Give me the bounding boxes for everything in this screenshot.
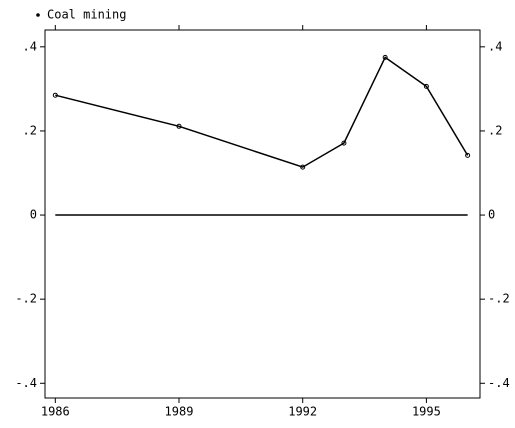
y-tick-label: -.4	[15, 376, 37, 390]
x-tick-label: 1995	[412, 405, 441, 419]
data-point	[52, 92, 58, 98]
x-tick-label: 1986	[41, 405, 70, 419]
data-point	[341, 140, 347, 146]
y2-tick-label: -.2	[488, 292, 510, 306]
legend-label: Coal mining	[47, 8, 126, 22]
y-tick-label: .4	[23, 39, 37, 53]
plot-frame	[44, 29, 481, 399]
data-point	[176, 123, 182, 129]
x-tick-label: 1992	[288, 405, 317, 419]
y2-tick-label: 0	[488, 208, 495, 222]
y2-tick-label: .2	[488, 123, 502, 137]
data-point	[300, 164, 306, 170]
y2-tick-label: -.4	[488, 376, 510, 390]
series-line	[55, 56, 469, 168]
data-point	[423, 83, 429, 89]
y-tick-label: .2	[23, 123, 37, 137]
x-tick-label: 1989	[165, 405, 194, 419]
y2-tick-label: .4	[488, 39, 502, 53]
data-point	[465, 152, 471, 158]
y-tick-label: -.2	[15, 292, 37, 306]
legend-marker	[36, 13, 40, 17]
y-tick-label: 0	[30, 208, 37, 222]
data-point	[382, 54, 388, 60]
